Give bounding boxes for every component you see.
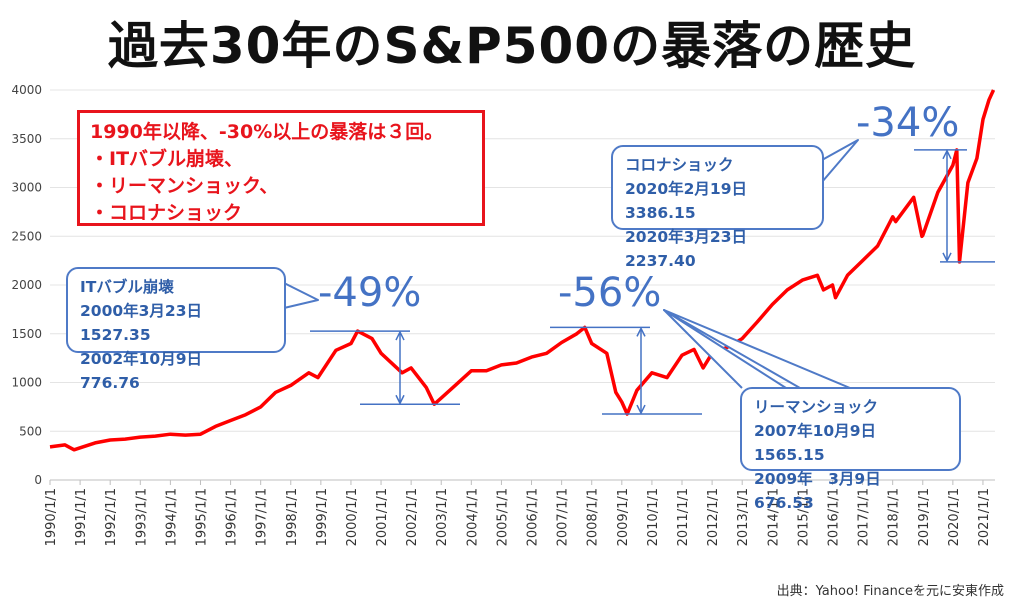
y-tick-label: 500: [19, 424, 42, 438]
x-tick-label: 2005/1/1: [495, 488, 510, 546]
x-tick-label: 2016/1/1: [826, 488, 841, 546]
y-tick-label: 2500: [11, 229, 42, 243]
y-tick-label: 3500: [11, 132, 42, 146]
x-tick-label: 2020/1/1: [947, 488, 962, 546]
x-tick-label: 2019/1/1: [917, 488, 932, 546]
callout-it-bubble: ITバブル崩壊 2000年3月23日 1527.35 2002年10月9日 77…: [66, 267, 286, 392]
note-heading: 1990年以降、-30%以上の暴落は３回。: [90, 121, 444, 143]
x-tick-label: 1992/1/1: [104, 488, 119, 546]
x-tick-label: 2018/1/1: [887, 488, 902, 546]
y-tick-label: 0: [34, 473, 42, 487]
x-tick-label: 1996/1/1: [225, 488, 240, 546]
y-tick-label: 1500: [11, 327, 42, 341]
drop-label-covid: -34%: [856, 100, 960, 146]
x-tick-label: 2006/1/1: [526, 488, 541, 546]
x-tick-label: 2000/1/1: [345, 488, 360, 546]
note-item-it: ・ITバブル崩壊、: [90, 148, 244, 170]
x-tick-label: 2015/1/1: [796, 488, 811, 546]
x-tick-label: 2011/1/1: [676, 488, 691, 546]
callout-covid-line2: 2020年3月23日 2237.40: [625, 228, 747, 270]
callout-lehman-line2: 2009年 3月9日 676.53: [754, 470, 897, 512]
drop-label-it: -49%: [318, 270, 422, 316]
y-tick-label: 3000: [11, 181, 42, 195]
it-arrow-head-down: [395, 394, 405, 405]
callout-lehman-line1: 2007年10月9日 1565.15: [754, 422, 876, 464]
page-title: 過去30年のS&P500の暴落の歴史: [107, 17, 917, 75]
x-tick-label: 1997/1/1: [255, 488, 270, 546]
x-tick-label: 1995/1/1: [194, 488, 209, 546]
callout-lehman-tail-1: [663, 309, 787, 389]
lehman-arrow-head-up: [636, 326, 646, 337]
x-tick-label: 2009/1/1: [616, 488, 631, 546]
x-tick-label: 2021/1/1: [977, 488, 992, 546]
x-tick-label: 2017/1/1: [857, 488, 872, 546]
x-tick-label: 1990/1/1: [44, 488, 59, 546]
y-axis-ticks: 0 500 1000 1500 2000 2500 3000 3500 4000: [11, 83, 42, 487]
callout-covid-title: コロナショック: [625, 156, 734, 174]
x-tick-label: 2014/1/1: [766, 488, 781, 546]
callout-it-line1: 2000年3月23日 1527.35: [80, 302, 202, 344]
x-tick-label: 2008/1/1: [586, 488, 601, 546]
callout-covid-line1: 2020年2月19日 3386.15: [625, 180, 747, 222]
y-tick-label: 1000: [11, 376, 42, 390]
y-tick-label: 4000: [11, 83, 42, 97]
callout-it-tail: [283, 282, 319, 309]
callout-lehman-title: リーマンショック: [754, 398, 879, 416]
x-tick-label: 2010/1/1: [646, 488, 661, 546]
lehman-arrow-head-down: [636, 404, 646, 415]
note-item-lehman: ・リーマンショック、: [90, 175, 279, 197]
x-tick-label: 1999/1/1: [315, 488, 330, 546]
it-arrow-head-up: [395, 330, 405, 341]
covid-arrow-head-down: [942, 252, 952, 263]
drop-annotations: [283, 139, 995, 415]
y-tick-label: 2000: [11, 278, 42, 292]
x-tick-label: 1991/1/1: [74, 488, 89, 546]
x-tick-label: 2001/1/1: [375, 488, 390, 546]
callout-covid-tail: [821, 139, 859, 183]
x-tick-label: 2003/1/1: [435, 488, 450, 546]
x-tick-label: 1998/1/1: [285, 488, 300, 546]
x-tick-label: 1993/1/1: [134, 488, 149, 546]
x-tick-label: 2004/1/1: [465, 488, 480, 546]
x-tick-label: 2012/1/1: [706, 488, 721, 546]
drop-label-lehman: -56%: [558, 270, 662, 316]
callout-it-title: ITバブル崩壊: [80, 278, 174, 296]
callout-covid: コロナショック 2020年2月19日 3386.15 2020年3月23日 22…: [611, 145, 824, 270]
callout-it-line2: 2002年10月9日 776.76: [80, 350, 218, 392]
source-credit: 出典：Yahoo! Financeを元に安東作成: [776, 584, 1004, 599]
callout-lehman-tail-2: [663, 309, 851, 389]
x-tick-label: 1994/1/1: [164, 488, 179, 546]
x-tick-label: 2002/1/1: [405, 488, 420, 546]
covid-arrow-head-up: [942, 149, 952, 160]
x-tick-label: 2007/1/1: [556, 488, 571, 546]
note-item-covid: ・コロナショック: [90, 202, 243, 224]
summary-note: 1990年以降、-30%以上の暴落は３回。 ・ITバブル崩壊、 ・リーマンショッ…: [77, 110, 485, 226]
callout-lehman: リーマンショック 2007年10月9日 1565.15 2009年 3月9日 6…: [740, 387, 961, 512]
x-axis-ticks: 1990/1/1 1991/1/1 1992/1/1 1993/1/1 1994/1/1…: [44, 480, 992, 546]
x-tick-label: 2013/1/1: [736, 488, 751, 546]
